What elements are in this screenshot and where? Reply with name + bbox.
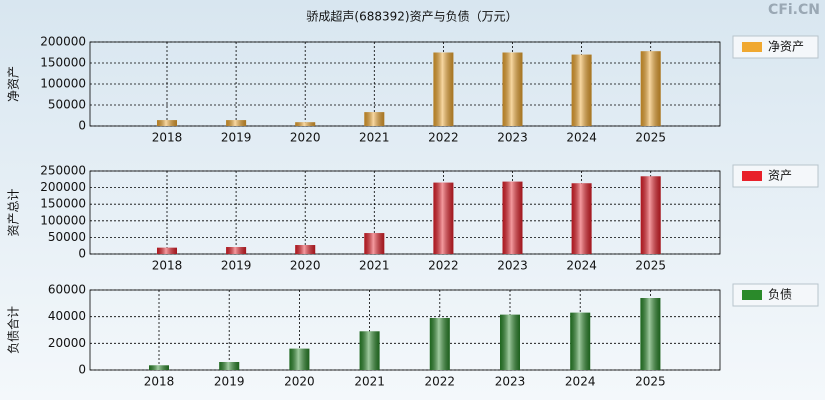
y-tick-label: 150000 — [40, 197, 86, 211]
bar-shine — [364, 233, 385, 254]
y-tick-label: 0 — [78, 119, 86, 133]
y-axis-label: 负债合计 — [6, 306, 21, 354]
y-tick-label: 50000 — [48, 230, 86, 244]
y-tick-label: 20000 — [48, 336, 86, 350]
y-axis-label: 资产总计 — [7, 188, 21, 236]
x-tick-label: 2020 — [290, 259, 321, 273]
bar-shine — [359, 331, 380, 370]
x-tick-label: 2022 — [428, 131, 459, 145]
x-tick-label: 2020 — [284, 375, 315, 389]
bar-shine — [500, 314, 520, 370]
legend-label: 负债 — [768, 288, 792, 302]
y-tick-label: 200000 — [40, 35, 86, 49]
bar-shine — [295, 122, 316, 126]
x-tick-label: 2025 — [635, 375, 666, 389]
x-tick-label: 2025 — [635, 131, 666, 145]
x-tick-label: 2018 — [144, 375, 175, 389]
y-tick-label: 0 — [78, 363, 86, 377]
legend-box — [732, 283, 819, 307]
x-tick-label: 2018 — [152, 259, 183, 273]
x-tick-label: 2020 — [290, 131, 321, 145]
page-title: 骄成超声(688392)资产与负债（万元） — [306, 9, 517, 24]
x-tick-label: 2021 — [359, 131, 390, 145]
bar-shine — [502, 181, 523, 254]
y-tick-label: 0 — [78, 247, 86, 261]
bar-shine — [157, 120, 177, 126]
legend-swatch — [742, 290, 762, 300]
x-tick-label: 2025 — [635, 259, 666, 273]
plot-frame — [89, 170, 721, 255]
bar-shine — [640, 51, 661, 126]
bar-shine — [640, 298, 661, 370]
x-tick-label: 2019 — [214, 375, 245, 389]
y-tick-label: 150000 — [40, 56, 86, 70]
y-tick-label: 50000 — [48, 98, 86, 112]
bar-shine — [226, 247, 247, 254]
y-tick-label: 250000 — [40, 164, 86, 178]
x-tick-label: 2024 — [566, 131, 597, 145]
x-tick-label: 2024 — [566, 259, 597, 273]
bar-shine — [429, 318, 450, 370]
legend-label: 资产 — [768, 169, 792, 183]
bar-shine — [571, 54, 592, 126]
legend-swatch — [742, 42, 762, 52]
bar-shine — [570, 312, 591, 370]
bar-shine — [502, 52, 523, 126]
y-tick-label: 40000 — [48, 309, 86, 323]
x-tick-label: 2023 — [497, 131, 528, 145]
legend-box — [732, 35, 819, 59]
y-tick-label: 200000 — [40, 180, 86, 194]
bar-shine — [295, 245, 316, 254]
legend-label: 净资产 — [768, 40, 804, 54]
x-tick-label: 2018 — [152, 131, 183, 145]
bar-shine — [571, 183, 592, 254]
x-tick-label: 2022 — [428, 259, 459, 273]
bar-shine — [289, 348, 310, 370]
legend-swatch — [742, 171, 762, 181]
x-tick-label: 2023 — [495, 375, 526, 389]
x-tick-label: 2021 — [359, 259, 390, 273]
bar-shine — [149, 365, 169, 370]
x-tick-label: 2019 — [221, 259, 252, 273]
bar-shine — [640, 176, 661, 254]
x-tick-label: 2021 — [354, 375, 385, 389]
legend-box — [732, 164, 819, 188]
x-tick-label: 2022 — [425, 375, 456, 389]
x-tick-label: 2019 — [221, 131, 252, 145]
bar-shine — [157, 247, 177, 254]
y-axis-label: 净资产 — [7, 66, 21, 102]
bar-shine — [433, 182, 454, 254]
y-tick-label: 100000 — [40, 213, 86, 227]
plot-frame — [89, 41, 721, 127]
x-tick-label: 2024 — [565, 375, 596, 389]
plot-frame — [89, 289, 721, 371]
x-tick-label: 2023 — [497, 259, 528, 273]
y-tick-label: 100000 — [40, 77, 86, 91]
bar-shine — [433, 52, 454, 126]
bar-shine — [219, 362, 240, 370]
bar-shine — [364, 112, 385, 126]
y-tick-label: 60000 — [48, 283, 86, 297]
bar-shine — [226, 120, 247, 126]
watermark: CFi.CN — [768, 2, 820, 18]
